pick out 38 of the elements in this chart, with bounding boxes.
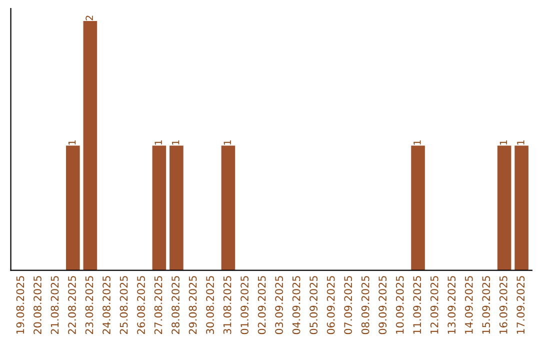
data-label: 1 xyxy=(224,140,231,145)
x-tick-label: 23.08.2025 xyxy=(85,276,94,334)
data-label: 1 xyxy=(517,140,524,145)
x-tick-label: 01.09.2025 xyxy=(240,276,248,334)
x-tick-label: 28.08.2025 xyxy=(172,276,180,334)
x-tick-label: 09.09.2025 xyxy=(378,276,387,334)
x-tick-label: 06.09.2025 xyxy=(326,276,335,334)
data-label: 1 xyxy=(68,140,76,145)
x-tick-label: 11.09.2025 xyxy=(413,276,422,334)
x-tick-label: 26.08.2025 xyxy=(137,276,145,334)
data-label: 1 xyxy=(414,140,421,145)
x-tick-label: 05.09.2025 xyxy=(310,276,318,334)
x-tick-label: 15.09.2025 xyxy=(482,276,490,334)
x-tick-label: 22.08.2025 xyxy=(68,276,76,334)
x-tick-label: 14.09.2025 xyxy=(464,276,473,334)
x-tick-label: 24.08.2025 xyxy=(102,276,110,334)
x-tick-label: 31.08.2025 xyxy=(223,276,232,334)
data-label: 1 xyxy=(172,140,180,145)
x-tick-label: 17.09.2025 xyxy=(516,276,525,334)
x-tick-label: 20.08.2025 xyxy=(34,276,42,334)
x-tick-label: 25.08.2025 xyxy=(120,276,128,334)
x-tick-label: 27.08.2025 xyxy=(154,276,162,334)
data-label: 2 xyxy=(86,16,93,20)
x-tick-label: 12.09.2025 xyxy=(430,276,438,334)
x-tick-label: 21.08.2025 xyxy=(50,276,59,334)
x-tick-label: 19.08.2025 xyxy=(16,276,24,334)
x-tick-label: 08.09.2025 xyxy=(361,276,370,334)
x-tick-label: 16.09.2025 xyxy=(499,276,508,334)
data-label: 1 xyxy=(154,140,162,145)
x-tick-label: 30.08.2025 xyxy=(206,276,214,334)
data-label: 1 xyxy=(500,140,507,145)
x-tick-label: 03.09.2025 xyxy=(275,276,283,334)
x-tick-label: 04.09.2025 xyxy=(292,276,300,334)
x-tick-label: 29.08.2025 xyxy=(188,276,197,334)
x-tick-label: 10.09.2025 xyxy=(396,276,404,334)
x-tick-label: 02.09.2025 xyxy=(258,276,266,334)
x-tick-label: 13.09.2025 xyxy=(448,276,456,334)
x-tick-label: 07.09.2025 xyxy=(344,276,352,334)
